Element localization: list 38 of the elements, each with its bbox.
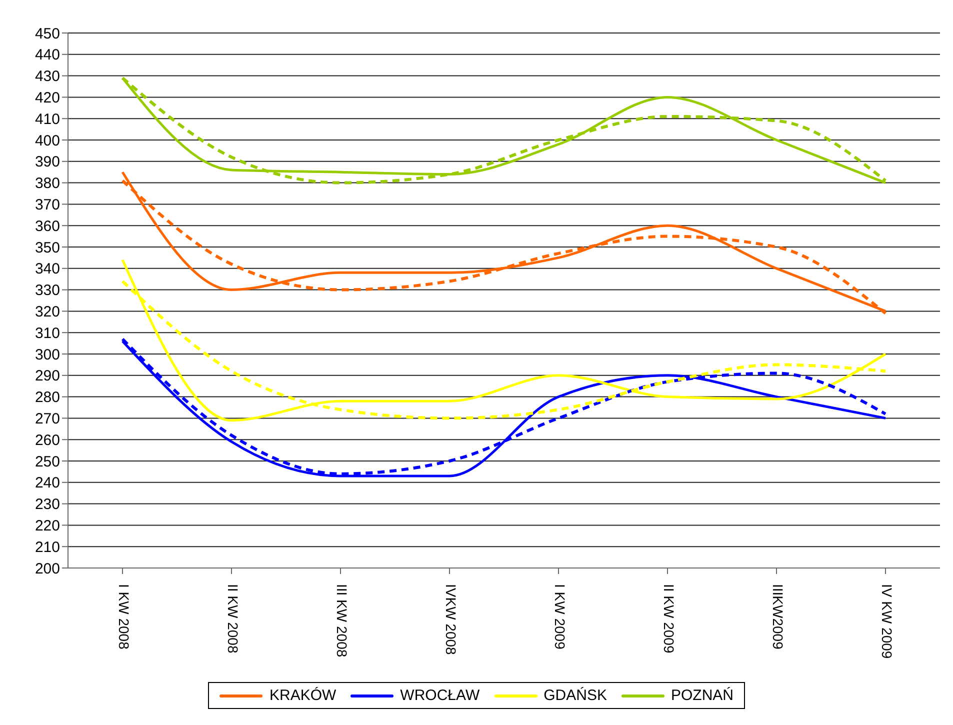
- y-tick-label: 210: [34, 538, 60, 556]
- y-tick-label: 260: [34, 432, 60, 449]
- y-tick-label: 450: [34, 25, 60, 42]
- y-tick-label: 240: [34, 474, 60, 492]
- y-tick-label: 420: [34, 90, 60, 107]
- legend-label: KRAKÓW: [269, 687, 336, 704]
- y-tick-label: 250: [34, 453, 60, 470]
- y-tick-label: 340: [34, 260, 60, 278]
- x-tick-label: IV KW 2009: [878, 584, 895, 659]
- x-tick-label: II KW 2008: [224, 584, 241, 654]
- y-tick-label: 350: [34, 239, 60, 256]
- y-tick-label: 200: [34, 560, 60, 578]
- y-tick-label: 440: [34, 46, 60, 64]
- legend-label: WROCŁAW: [400, 687, 480, 704]
- y-tick-label: 230: [34, 496, 60, 514]
- y-tick-label: 320: [34, 304, 60, 321]
- y-tick-label: 410: [34, 110, 60, 128]
- legend-label: GDAŃSK: [544, 687, 607, 704]
- y-tick-label: 330: [34, 282, 60, 300]
- x-tick-label: III KW 2008: [334, 584, 350, 658]
- y-tick-label: 300: [34, 346, 60, 364]
- y-tick-label: 380: [34, 175, 60, 192]
- y-tick-label: 220: [34, 518, 60, 535]
- x-tick-label: IIIKW2009: [770, 584, 786, 650]
- y-tick-label: 370: [34, 196, 60, 214]
- y-tick-label: 430: [34, 68, 60, 86]
- y-tick-label: 290: [34, 368, 60, 385]
- legend-label: POZNAŃ: [670, 687, 734, 704]
- x-tick-label: I KW 2008: [116, 584, 132, 650]
- y-tick-label: 400: [34, 132, 60, 150]
- x-tick-label: I KW 2009: [552, 584, 568, 650]
- y-tick-label: 310: [34, 324, 60, 342]
- y-tick-label: 270: [34, 410, 60, 428]
- y-tick-label: 360: [34, 218, 60, 235]
- x-tick-label: II KW 2009: [660, 584, 677, 654]
- y-tick-label: 280: [34, 389, 60, 406]
- x-tick-label: IVKW 2008: [442, 584, 459, 656]
- y-tick-label: 390: [34, 154, 60, 171]
